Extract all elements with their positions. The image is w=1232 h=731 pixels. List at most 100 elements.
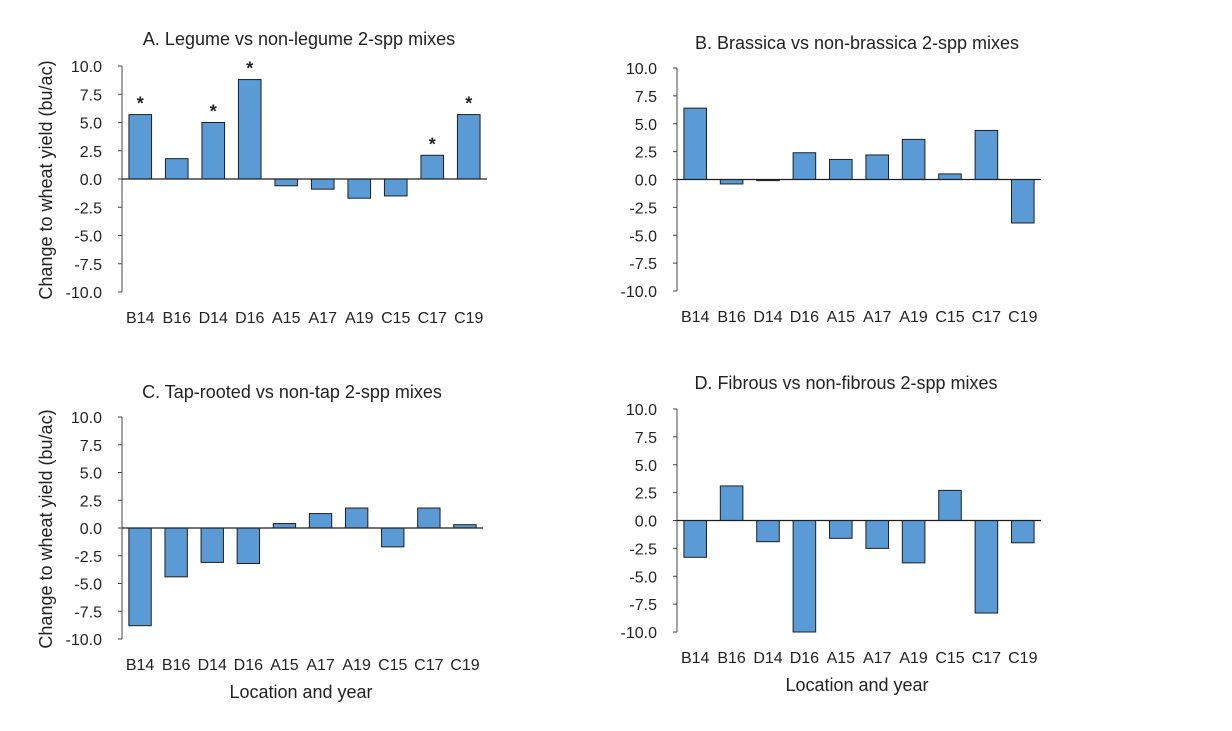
bar-b14 (128, 527, 152, 627)
bar-c17 (417, 507, 441, 529)
x-tick-label: C17 (972, 650, 1001, 667)
x-tick-label: D16 (790, 309, 819, 326)
x-tick-label: B16 (162, 657, 191, 674)
y-tick-label: -5.0 (74, 229, 102, 246)
x-axis-label-d: Location and year (785, 675, 928, 695)
y-tick-label: -10.0 (66, 285, 103, 302)
x-tick-label: C17 (414, 657, 443, 674)
y-tick-label: 5.0 (80, 116, 102, 133)
y-tick-label: -7.5 (74, 257, 102, 274)
x-tick-label: D16 (790, 650, 819, 667)
chart-title-c: C. Tap-rooted vs non-tap 2-spp mixes (142, 382, 442, 402)
bar-a15 (272, 523, 297, 529)
bar-b14 (128, 114, 153, 180)
x-tick-label: B14 (681, 309, 710, 326)
x-tick-label: A17 (306, 657, 335, 674)
bar-d14 (201, 122, 226, 180)
y-tick-label: 2.5 (635, 486, 657, 503)
y-tick-label: 5.0 (635, 458, 657, 475)
y-tick-label: -10.0 (66, 632, 103, 649)
bar-c15 (381, 527, 405, 548)
bar-a15 (829, 158, 853, 180)
x-tick-label: D14 (198, 657, 227, 674)
bar-d16 (792, 152, 817, 181)
x-tick-label: C19 (454, 310, 483, 327)
y-tick-label: -5.0 (74, 577, 102, 594)
y-tick-label: -7.5 (629, 597, 657, 614)
x-tick-label: A15 (827, 650, 856, 667)
x-tick-label: B14 (126, 310, 155, 327)
y-tick-label: 10.0 (71, 410, 102, 427)
y-tick-label: 10.0 (71, 59, 102, 76)
y-tick-label: 0.0 (635, 173, 657, 190)
bar-a17 (865, 520, 889, 549)
x-tick-label: B16 (717, 650, 746, 667)
x-tick-label: A17 (863, 309, 892, 326)
chart-panel-b: B. Brassica vs non-brassica 2-spp mixes … (621, 33, 1041, 326)
bar-a17 (865, 154, 889, 181)
y-tick-label: -10.0 (621, 284, 658, 301)
bar-a19 (901, 138, 926, 180)
x-tick-label: D14 (753, 650, 782, 667)
x-tick-label: D14 (753, 309, 782, 326)
bar-d16 (236, 527, 261, 565)
bar-c17 (420, 154, 445, 180)
x-tick-label: A15 (270, 657, 299, 674)
significance-marker: * (429, 134, 436, 154)
y-axis-label-a: Change to wheat yield (bu/ac) (36, 60, 56, 299)
y-tick-label: -10.0 (621, 625, 658, 642)
bar-d14 (756, 520, 780, 543)
bar-a15 (829, 520, 853, 539)
y-tick-label: -2.5 (74, 549, 102, 566)
x-axis-label-c: Location and year (229, 682, 372, 702)
bar-b16 (719, 485, 744, 521)
bar-b16 (719, 179, 744, 185)
y-tick-label: -5.0 (629, 228, 657, 245)
bar-b14 (683, 107, 707, 180)
y-tick-label: 7.5 (80, 87, 102, 104)
y-tick-label: 7.5 (635, 430, 657, 447)
significance-marker: * (465, 94, 472, 114)
x-tick-label: A17 (309, 310, 338, 327)
x-tick-label: C19 (1008, 309, 1037, 326)
y-tick-label: 2.5 (635, 145, 657, 162)
x-tick-label: B14 (681, 650, 710, 667)
significance-marker: * (246, 59, 253, 79)
y-tick-label: 10.0 (626, 61, 657, 78)
x-tick-label: D16 (235, 310, 264, 327)
y-tick-label: 5.0 (80, 466, 102, 483)
y-tick-label: 10.0 (626, 402, 657, 419)
chart-title-b: B. Brassica vs non-brassica 2-spp mixes (695, 33, 1019, 53)
bar-c19 (1011, 520, 1035, 544)
bar-c15 (383, 178, 408, 197)
y-tick-label: 2.5 (80, 144, 102, 161)
y-tick-label: 7.5 (80, 438, 102, 455)
x-tick-label: A19 (345, 310, 374, 327)
bar-c19 (456, 114, 481, 180)
y-tick-label: 7.5 (635, 89, 657, 106)
y-tick-label: -7.5 (74, 604, 102, 621)
bar-a17 (308, 513, 333, 529)
significance-marker: * (210, 102, 217, 122)
bar-a19 (901, 520, 926, 564)
x-tick-label: A15 (272, 310, 301, 327)
x-tick-label: A19 (899, 309, 928, 326)
y-axis-label-c: Change to wheat yield (bu/ac) (36, 409, 56, 648)
bar-a17 (310, 178, 335, 190)
bar-d16 (237, 79, 262, 180)
bar-c15 (938, 173, 962, 181)
x-tick-label: D14 (199, 310, 228, 327)
bar-d16 (792, 520, 817, 633)
chart-title-a: A. Legume vs non-legume 2-spp mixes (143, 29, 455, 49)
x-tick-label: C15 (935, 650, 964, 667)
bar-c15 (938, 489, 962, 521)
significance-marker: * (137, 94, 144, 114)
y-tick-label: -7.5 (629, 256, 657, 273)
y-tick-label: 0.0 (80, 521, 102, 538)
chart-panel-a: A. Legume vs non-legume 2-spp mixes Chan… (36, 29, 487, 327)
bar-d14 (200, 527, 224, 563)
x-tick-label: C15 (935, 309, 964, 326)
bar-a15 (274, 178, 299, 187)
chart-title-d: D. Fibrous vs non-fibrous 2-spp mixes (694, 373, 997, 393)
